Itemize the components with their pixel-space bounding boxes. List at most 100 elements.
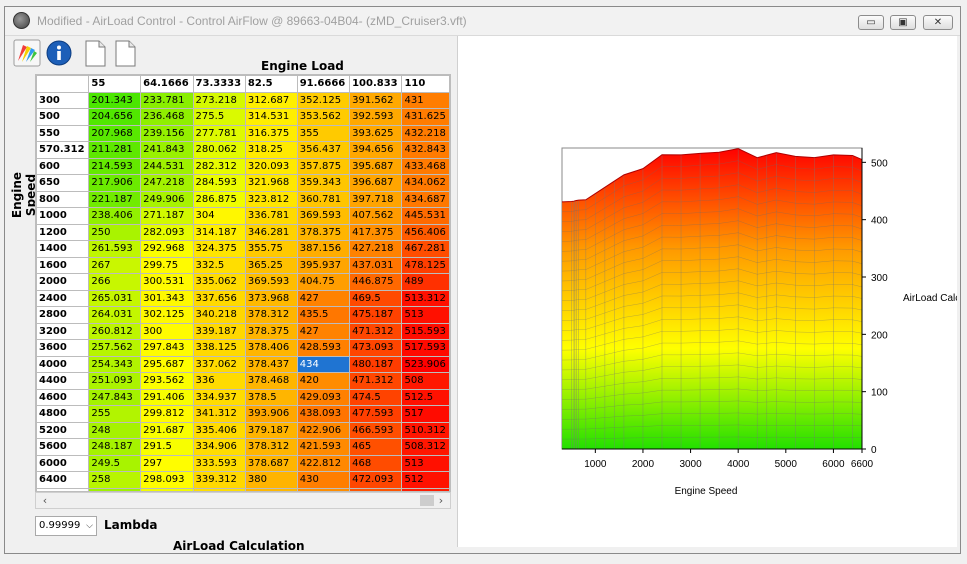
data-grid[interactable]: 55 64.1666 73.3333 82.5 91.6666 100.833 110 30… — [35, 74, 451, 492]
table-cell[interactable]: 248 — [88, 421, 142, 439]
table-cell[interactable]: 510.312 — [401, 421, 450, 439]
table-cell[interactable]: 282.312 — [192, 157, 246, 175]
table-cell[interactable]: 297.843 — [140, 339, 194, 357]
table-cell[interactable]: 217.906 — [88, 174, 142, 192]
table-cell[interactable]: 239.156 — [140, 124, 194, 142]
table-cell[interactable]: 255 — [88, 405, 142, 423]
table-cell[interactable]: 332.5 — [192, 256, 246, 274]
table-cell[interactable]: 341.312 — [192, 405, 246, 423]
table-cell[interactable]: 430 — [296, 471, 351, 489]
table-cell[interactable]: 378.687 — [244, 454, 298, 472]
table-cell[interactable]: 437.031 — [349, 256, 403, 274]
row-header[interactable]: 3200 — [36, 322, 90, 340]
table-cell[interactable]: 513 — [401, 306, 450, 324]
table-cell[interactable]: 334.937 — [192, 388, 246, 406]
table-cell[interactable]: 468 — [349, 454, 403, 472]
table-cell[interactable]: 261.593 — [88, 240, 142, 258]
table-cell[interactable]: 480.187 — [349, 355, 403, 373]
table-cell[interactable]: 431.625 — [401, 108, 450, 126]
table-cell[interactable]: 260.812 — [88, 322, 142, 340]
table-cell[interactable]: 331.593 — [192, 487, 246, 491]
row-header[interactable]: 550 — [36, 124, 90, 142]
table-cell[interactable]: 433.468 — [401, 157, 450, 175]
table-cell[interactable]: 250 — [88, 223, 142, 241]
table-cell[interactable]: 298.093 — [140, 471, 194, 489]
airload-table[interactable]: 55 64.1666 73.3333 82.5 91.6666 100.833 110 30… — [36, 75, 450, 491]
table-cell[interactable]: 508.312 — [401, 438, 450, 456]
table-cell[interactable]: 314.187 — [192, 223, 246, 241]
maximize-button[interactable]: ▣ — [890, 15, 916, 30]
table-cell[interactable]: 207.968 — [88, 124, 142, 142]
table-cell[interactable]: 379.187 — [244, 421, 298, 439]
table-cell[interactable]: 244.531 — [140, 157, 194, 175]
table-cell[interactable]: 393.906 — [244, 405, 298, 423]
table-cell[interactable]: 427 — [296, 289, 351, 307]
info-button[interactable] — [45, 39, 73, 67]
row-header[interactable]: 800 — [36, 190, 90, 208]
table-cell[interactable]: 513.312 — [401, 289, 450, 307]
table-cell[interactable]: 422.906 — [296, 421, 351, 439]
table-cell[interactable]: 304 — [192, 207, 246, 225]
table-cell[interactable]: 324.375 — [192, 240, 246, 258]
table-cell[interactable]: 478.125 — [401, 256, 450, 274]
column-header[interactable]: 55 — [88, 75, 142, 93]
row-header[interactable]: 6000 — [36, 454, 90, 472]
row-header[interactable]: 600 — [36, 157, 90, 175]
table-cell[interactable]: 429.093 — [296, 388, 351, 406]
table-cell[interactable]: 275.5 — [192, 108, 246, 126]
table-cell[interactable]: 249.5 — [88, 454, 142, 472]
table-cell[interactable]: 284.593 — [192, 174, 246, 192]
table-cell[interactable]: 512.5 — [401, 388, 450, 406]
table-cell[interactable]: 353.562 — [296, 108, 351, 126]
table-cell[interactable]: 404.75 — [296, 273, 351, 291]
row-header[interactable]: 1000 — [36, 207, 90, 225]
table-cell[interactable]: 461.5 — [349, 487, 403, 491]
table-cell[interactable]: 291.406 — [140, 388, 194, 406]
table-cell[interactable]: 204.656 — [88, 108, 142, 126]
table-cell[interactable]: 392.593 — [349, 108, 403, 126]
table-cell[interactable]: 291.5 — [140, 438, 194, 456]
table-cell[interactable]: 340.218 — [192, 306, 246, 324]
table-cell[interactable]: 236.468 — [140, 108, 194, 126]
table-cell[interactable]: 264.031 — [88, 306, 142, 324]
open-document-button[interactable] — [111, 39, 139, 67]
table-cell[interactable]: 434.062 — [401, 174, 450, 192]
table-cell[interactable]: 299.812 — [140, 405, 194, 423]
minimize-button[interactable]: ▭ — [858, 15, 884, 30]
table-cell[interactable]: 292.968 — [140, 240, 194, 258]
table-cell[interactable]: 257.562 — [88, 339, 142, 357]
table-cell[interactable]: 378.468 — [244, 372, 298, 390]
table-cell[interactable]: 221.187 — [88, 190, 142, 208]
table-cell[interactable]: 214.593 — [88, 157, 142, 175]
table-cell[interactable]: 247.843 — [88, 388, 142, 406]
table-cell[interactable]: 336.781 — [244, 207, 298, 225]
table-cell[interactable]: 395.937 — [296, 256, 351, 274]
column-header[interactable]: 110 — [401, 75, 450, 93]
table-cell[interactable]: 397.718 — [349, 190, 403, 208]
table-cell[interactable]: 431 — [401, 91, 450, 109]
table-cell[interactable]: 434 — [296, 355, 351, 373]
row-header[interactable]: 500 — [36, 108, 90, 126]
row-header[interactable]: 300 — [36, 91, 90, 109]
table-cell[interactable]: 472.093 — [349, 471, 403, 489]
table-cell[interactable]: 249.906 — [140, 190, 194, 208]
table-cell[interactable]: 295.687 — [140, 355, 194, 373]
table-cell[interactable]: 301.343 — [140, 289, 194, 307]
table-cell[interactable]: 316.375 — [244, 124, 298, 142]
table-cell[interactable]: 258 — [88, 471, 142, 489]
table-cell[interactable]: 338.125 — [192, 339, 246, 357]
table-cell[interactable]: 273.218 — [192, 91, 246, 109]
table-cell[interactable]: 438.093 — [296, 405, 351, 423]
row-header[interactable]: 570.312 — [36, 141, 90, 159]
table-cell[interactable]: 254.343 — [88, 355, 142, 373]
title-bar[interactable]: Modified - AirLoad Control - Control Air… — [5, 7, 960, 36]
table-cell[interactable]: 336 — [192, 372, 246, 390]
table-cell[interactable]: 266 — [88, 273, 142, 291]
table-cell[interactable]: 380 — [244, 471, 298, 489]
row-header[interactable]: 5200 — [36, 421, 90, 439]
table-cell[interactable]: 446.875 — [349, 273, 403, 291]
row-header[interactable]: 2000 — [36, 273, 90, 291]
table-cell[interactable]: 508 — [401, 372, 450, 390]
table-cell[interactable]: 515.593 — [401, 322, 450, 340]
lambda-dropdown[interactable]: 0.99999 ⌵ — [35, 516, 97, 536]
